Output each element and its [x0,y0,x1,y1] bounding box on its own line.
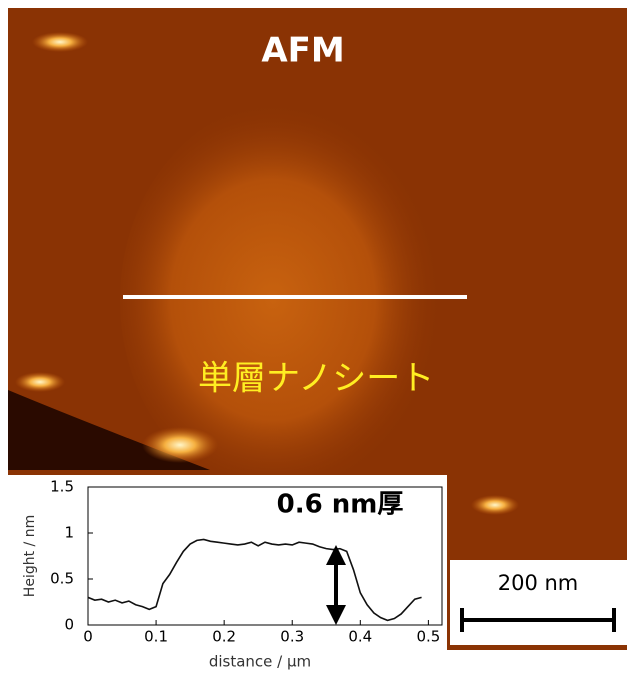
x-tick-label: 0.5 [416,628,440,646]
bright-spot [32,32,88,52]
x-tick-label: 0.4 [348,628,372,646]
x-tick-label: 0.2 [212,628,236,646]
bright-spot [471,495,519,515]
bright-spot [15,372,65,392]
y-tick-label: 0.5 [50,570,74,588]
y-axis-label: Height / nm [22,515,38,597]
image-title: AFM [261,31,344,71]
afm-figure: AFM 単層ナノシート 200 nm 0.6 nm厚 distance / μm… [0,0,627,674]
y-tick-label: 1 [64,524,74,542]
y-tick-label: 0 [64,616,74,634]
x-tick-label: 0.3 [280,628,304,646]
x-tick-label: 0 [83,628,93,646]
sheet-label: 単層ナノシート [198,359,434,399]
x-tick-label: 0.1 [144,628,168,646]
x-axis-label: distance / μm [209,653,311,671]
y-tick-label: 1.5 [50,478,74,496]
bright-spot [142,427,218,463]
scale-bar-label: 200 nm [498,571,579,595]
annotation: 0.6 nm厚 [277,490,404,520]
